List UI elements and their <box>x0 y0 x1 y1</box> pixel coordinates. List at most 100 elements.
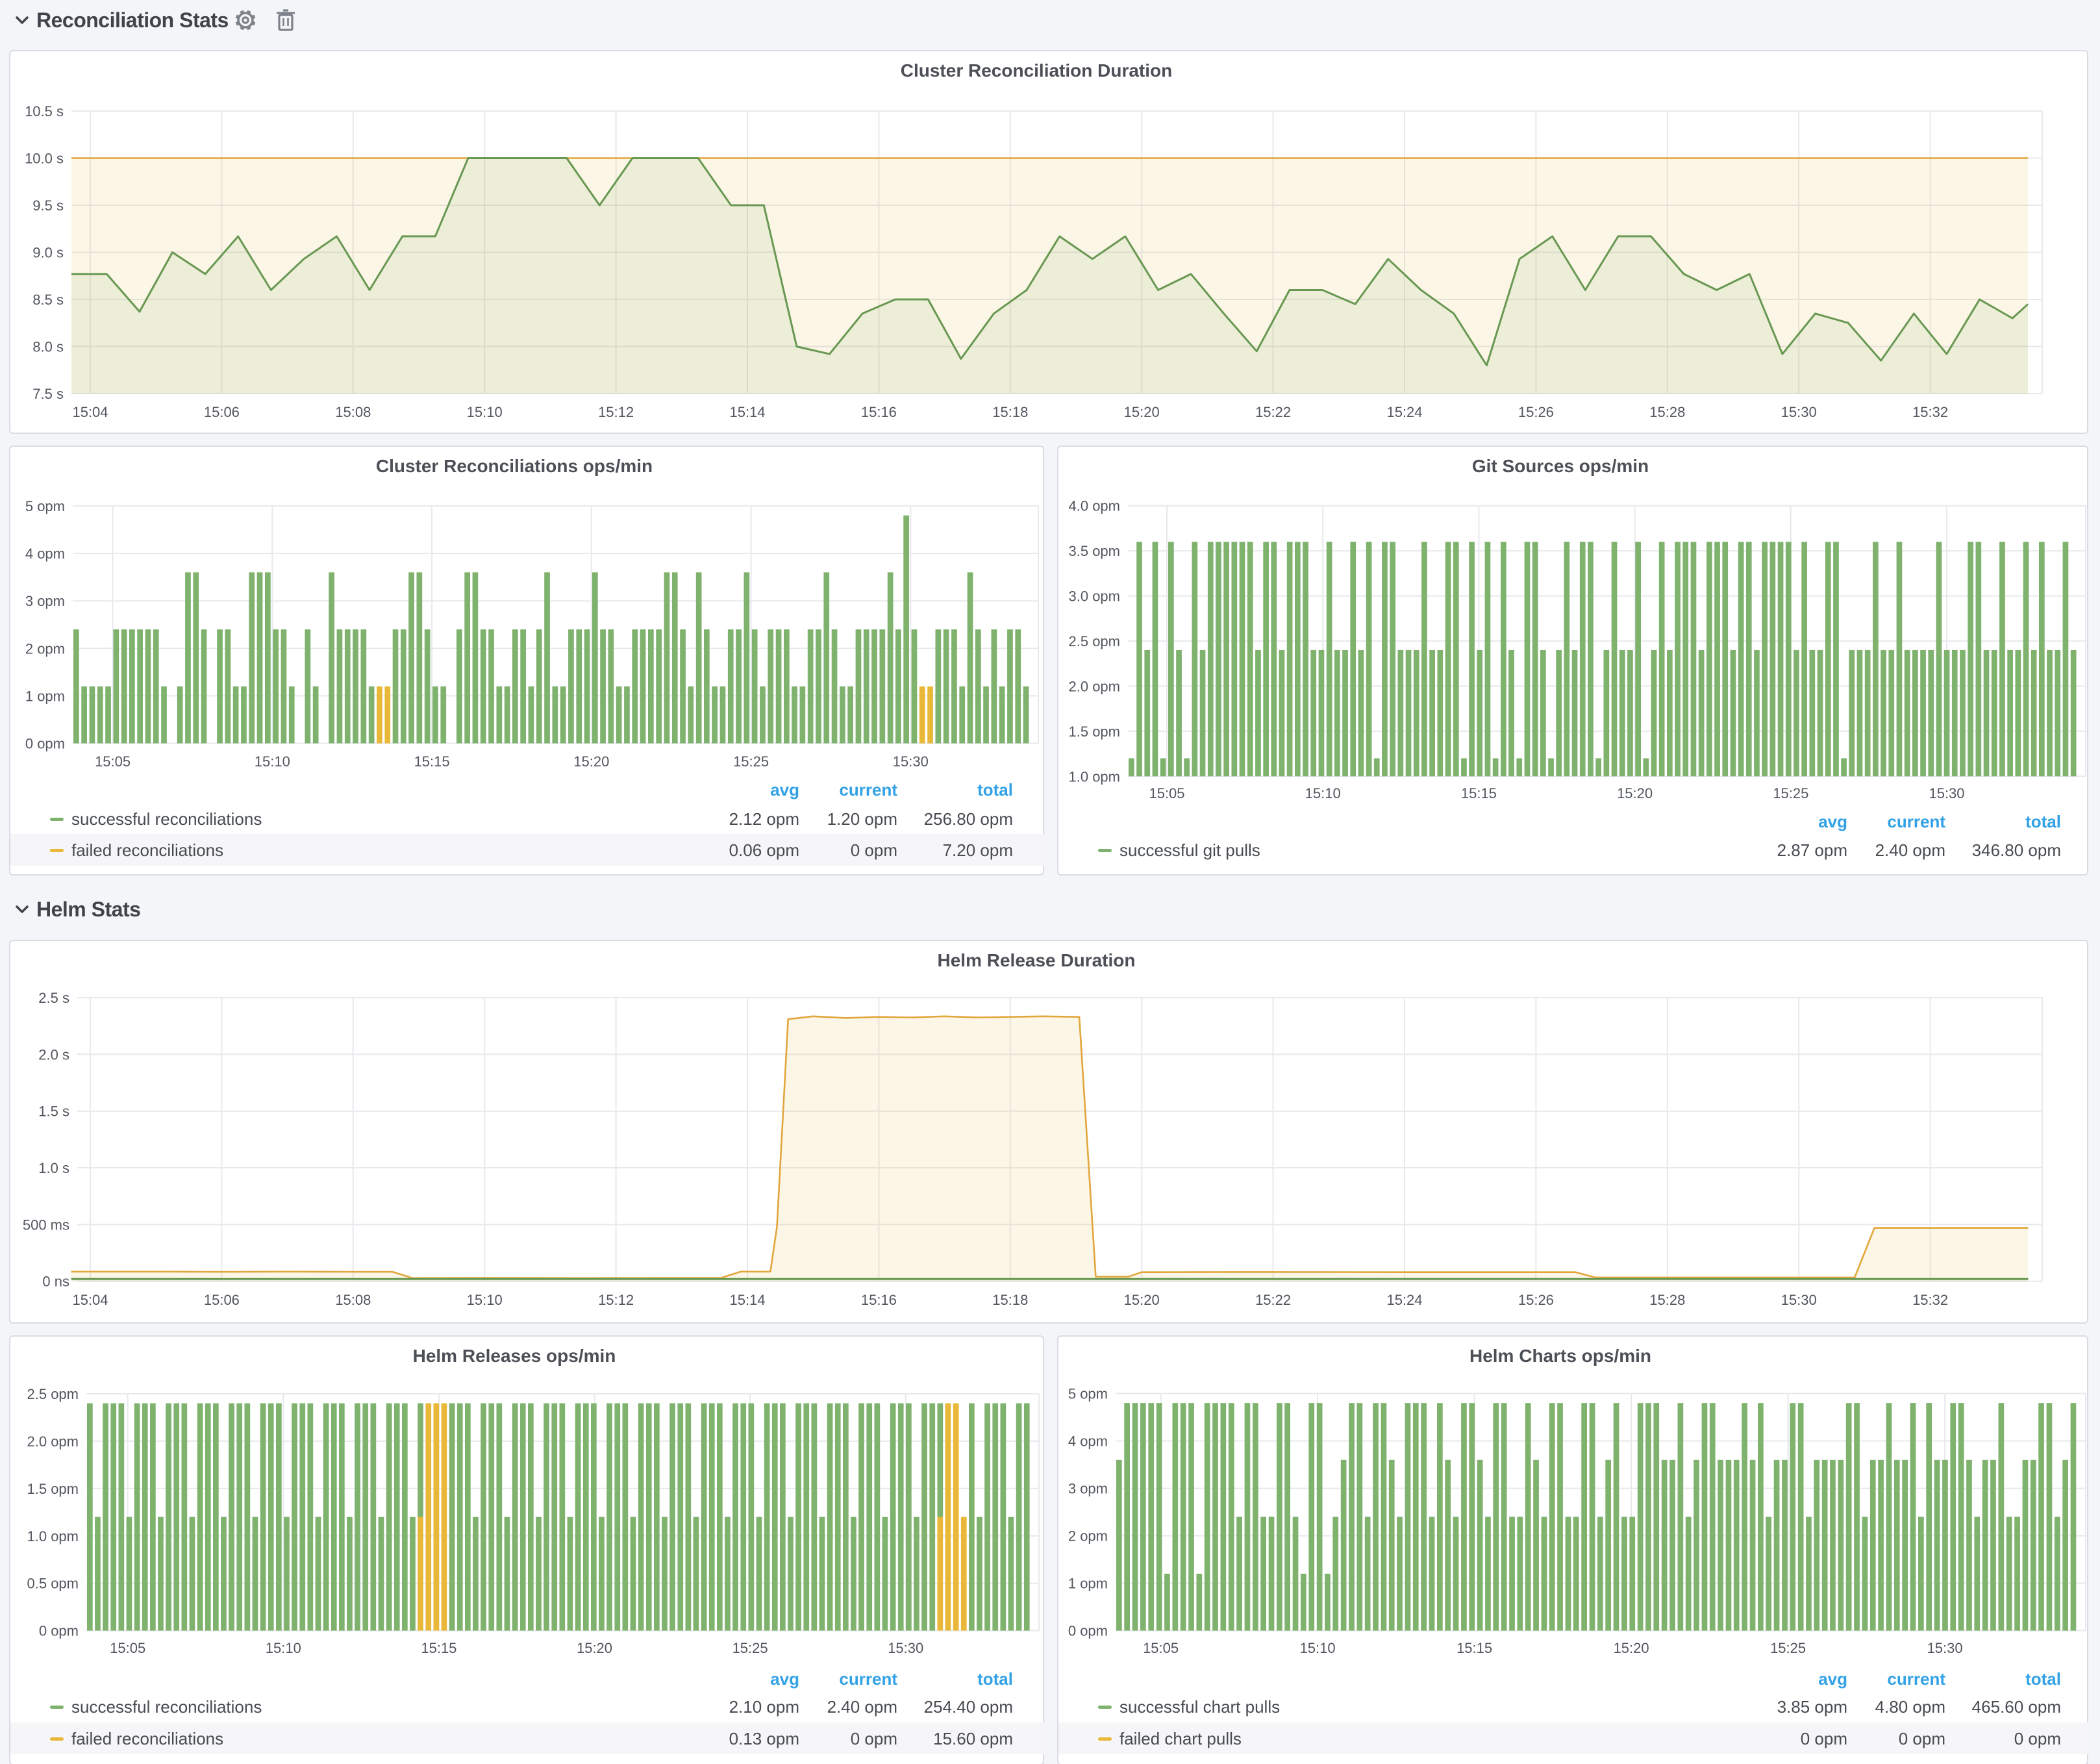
svg-text:1.20 opm: 1.20 opm <box>827 809 897 829</box>
svg-text:Helm Releases ops/min: Helm Releases ops/min <box>413 1346 616 1366</box>
svg-text:Cluster Reconciliations ops/mi: Cluster Reconciliations ops/min <box>376 456 653 476</box>
svg-text:15:32: 15:32 <box>1912 1292 1948 1308</box>
svg-text:3.85 opm: 3.85 opm <box>1777 1697 1847 1717</box>
svg-text:15:14: 15:14 <box>729 1292 765 1308</box>
svg-text:15:10: 15:10 <box>467 1292 503 1308</box>
svg-text:2.40 opm: 2.40 opm <box>1875 840 1945 860</box>
svg-text:3 opm: 3 opm <box>1068 1481 1108 1497</box>
svg-text:15:26: 15:26 <box>1518 1292 1554 1308</box>
svg-text:15:30: 15:30 <box>893 753 929 770</box>
svg-text:15:32: 15:32 <box>1912 404 1948 420</box>
svg-text:15:10: 15:10 <box>467 404 503 420</box>
svg-text:2.5 s: 2.5 s <box>38 990 69 1006</box>
svg-text:15:15: 15:15 <box>421 1640 456 1656</box>
svg-text:2.0 s: 2.0 s <box>38 1046 69 1063</box>
svg-text:15:15: 15:15 <box>1456 1640 1492 1656</box>
svg-text:15:20: 15:20 <box>577 1640 612 1656</box>
svg-text:0 opm: 0 opm <box>2014 1729 2061 1748</box>
svg-text:15:04: 15:04 <box>72 404 108 420</box>
svg-text:15:24: 15:24 <box>1386 1292 1422 1308</box>
svg-text:9.5 s: 9.5 s <box>32 197 64 214</box>
svg-text:1 opm: 1 opm <box>1068 1576 1108 1592</box>
svg-text:15:10: 15:10 <box>255 753 290 770</box>
svg-text:15:18: 15:18 <box>992 404 1028 420</box>
svg-text:2.12 opm: 2.12 opm <box>729 809 799 829</box>
svg-text:15:08: 15:08 <box>335 404 371 420</box>
svg-text:3.0 opm: 3.0 opm <box>1069 588 1121 605</box>
svg-text:0.13 opm: 0.13 opm <box>729 1729 799 1748</box>
svg-text:15:05: 15:05 <box>95 753 131 770</box>
svg-text:15.60 opm: 15.60 opm <box>933 1729 1013 1748</box>
svg-text:10.0 s: 10.0 s <box>25 151 64 167</box>
svg-text:15:25: 15:25 <box>732 1640 768 1656</box>
svg-text:8.0 s: 8.0 s <box>32 339 64 355</box>
svg-text:0 ns: 0 ns <box>42 1274 69 1290</box>
svg-text:5 opm: 5 opm <box>1068 1386 1108 1402</box>
svg-text:10.5 s: 10.5 s <box>25 103 64 120</box>
svg-text:total: total <box>977 780 1013 800</box>
svg-text:Helm Release Duration: Helm Release Duration <box>938 950 1136 970</box>
svg-text:successful reconciliations: successful reconciliations <box>71 809 262 829</box>
svg-text:15:06: 15:06 <box>204 1292 240 1308</box>
svg-text:15:20: 15:20 <box>1614 1640 1649 1656</box>
svg-text:0.06 opm: 0.06 opm <box>729 840 799 860</box>
svg-text:successful chart pulls: successful chart pulls <box>1119 1697 1280 1717</box>
svg-text:2.40 opm: 2.40 opm <box>827 1697 897 1717</box>
svg-text:15:30: 15:30 <box>1781 404 1817 420</box>
svg-text:4 opm: 4 opm <box>25 546 65 562</box>
svg-text:total: total <box>2025 1669 2061 1689</box>
svg-text:failed reconciliations: failed reconciliations <box>71 1729 223 1748</box>
svg-text:1.0 opm: 1.0 opm <box>1069 768 1121 785</box>
svg-text:15:16: 15:16 <box>861 404 897 420</box>
svg-text:0 opm: 0 opm <box>25 736 65 752</box>
svg-text:15:26: 15:26 <box>1518 404 1554 420</box>
svg-text:1.5 opm: 1.5 opm <box>27 1481 79 1497</box>
svg-text:5 opm: 5 opm <box>25 498 65 514</box>
svg-text:15:15: 15:15 <box>414 753 450 770</box>
svg-text:15:30: 15:30 <box>888 1640 923 1656</box>
svg-text:0 opm: 0 opm <box>1899 1729 1945 1748</box>
svg-text:1.5 opm: 1.5 opm <box>1069 724 1121 740</box>
svg-text:15:16: 15:16 <box>861 1292 897 1308</box>
svg-text:465.60 opm: 465.60 opm <box>1972 1697 2061 1717</box>
svg-text:15:25: 15:25 <box>1770 1640 1806 1656</box>
svg-text:2 opm: 2 opm <box>1068 1528 1108 1544</box>
svg-text:total: total <box>2025 812 2061 831</box>
svg-text:1.0 s: 1.0 s <box>38 1160 69 1176</box>
svg-text:15:18: 15:18 <box>992 1292 1028 1308</box>
svg-text:15:10: 15:10 <box>1305 785 1341 801</box>
svg-text:current: current <box>839 780 897 800</box>
svg-text:current: current <box>1887 1669 1945 1689</box>
svg-text:0.5 opm: 0.5 opm <box>27 1576 79 1592</box>
svg-text:15:30: 15:30 <box>1781 1292 1817 1308</box>
svg-text:15:28: 15:28 <box>1649 1292 1685 1308</box>
svg-text:15:28: 15:28 <box>1649 404 1685 420</box>
svg-text:15:05: 15:05 <box>1143 1640 1179 1656</box>
svg-text:15:06: 15:06 <box>204 404 240 420</box>
svg-text:Git Sources ops/min: Git Sources ops/min <box>1472 456 1649 476</box>
svg-text:0 opm: 0 opm <box>1801 1729 1847 1748</box>
svg-text:3 opm: 3 opm <box>25 593 65 609</box>
svg-text:avg: avg <box>770 780 799 800</box>
svg-text:4 opm: 4 opm <box>1068 1433 1108 1450</box>
svg-text:15:08: 15:08 <box>335 1292 371 1308</box>
svg-text:avg: avg <box>770 1669 799 1689</box>
svg-text:1.5 s: 1.5 s <box>38 1103 69 1120</box>
svg-text:0 opm: 0 opm <box>851 840 897 860</box>
svg-text:0 opm: 0 opm <box>39 1623 79 1639</box>
svg-text:15:22: 15:22 <box>1255 404 1291 420</box>
svg-text:256.80 opm: 256.80 opm <box>924 809 1013 829</box>
svg-text:Helm Stats: Helm Stats <box>36 898 140 921</box>
svg-text:avg: avg <box>1818 812 1847 831</box>
svg-text:2 opm: 2 opm <box>25 640 65 657</box>
svg-text:15:22: 15:22 <box>1255 1292 1291 1308</box>
svg-text:7.20 opm: 7.20 opm <box>943 840 1013 860</box>
svg-text:successful git pulls: successful git pulls <box>1119 840 1260 860</box>
svg-text:2.5 opm: 2.5 opm <box>27 1386 79 1402</box>
svg-text:15:30: 15:30 <box>1927 1640 1963 1656</box>
svg-text:Reconciliation Stats: Reconciliation Stats <box>36 8 229 32</box>
svg-text:total: total <box>977 1669 1013 1689</box>
svg-text:15:10: 15:10 <box>266 1640 301 1656</box>
svg-text:1.0 opm: 1.0 opm <box>27 1528 79 1544</box>
svg-text:2.10 opm: 2.10 opm <box>729 1697 799 1717</box>
